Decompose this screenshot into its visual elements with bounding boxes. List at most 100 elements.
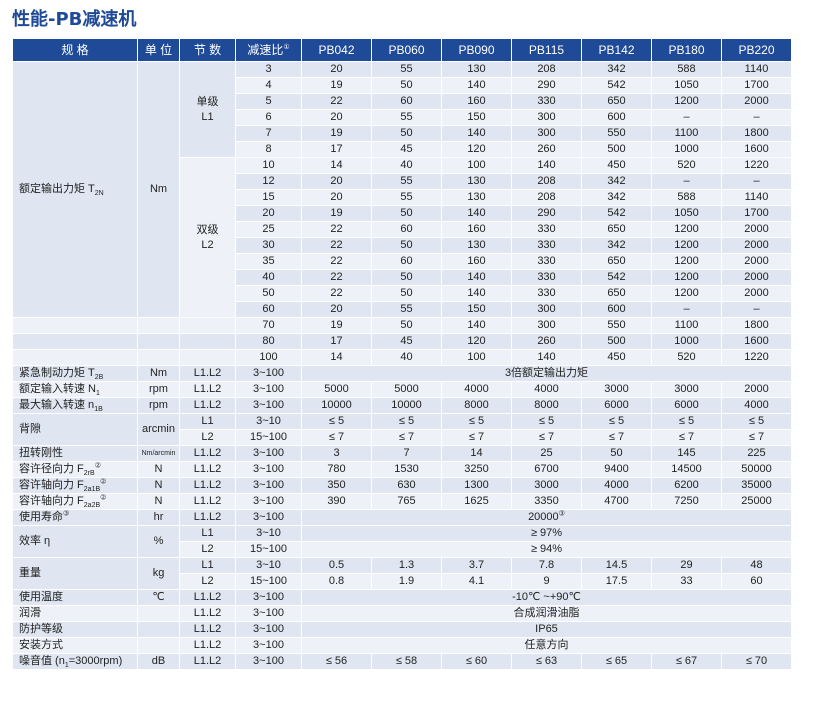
value-cell: 14 <box>441 445 512 462</box>
ratio-cell: 3~100 <box>235 621 302 638</box>
value-cell: 50 <box>371 77 442 94</box>
value-cell: 120 <box>441 141 512 158</box>
stage-cell: L2 <box>179 541 236 558</box>
value-cell: 14 <box>301 157 372 174</box>
header-model: PB115 <box>511 38 582 62</box>
merged-value-cell: ≥ 94% <box>301 541 792 558</box>
value-cell: 1.9 <box>371 573 442 590</box>
merged-value-text: 20000 <box>528 511 559 523</box>
table-row: 效率 η% L1 3~10 ≥ 97% <box>12 525 792 558</box>
unit-cell: N <box>137 493 180 510</box>
value-cell: 4700 <box>581 493 652 510</box>
merged-value-cell: ≥ 97% <box>301 525 792 542</box>
value-cell: 1140 <box>721 189 792 206</box>
value-cell: 1200 <box>651 221 722 238</box>
value-cell: 350 <box>301 477 372 494</box>
value-cell: 1200 <box>651 285 722 302</box>
value-cell: 342 <box>581 61 652 78</box>
value-cell: 7.8 <box>511 557 582 574</box>
value-cell: – <box>721 109 792 126</box>
value-cell: 130 <box>441 237 512 254</box>
value-cell: 1625 <box>441 493 512 510</box>
row-label-text: 紧急制动力矩 T <box>19 367 95 379</box>
row-label-text: 最大输入转速 n <box>19 399 95 411</box>
row-label: 背隙 <box>12 413 138 446</box>
unit-cell <box>137 621 180 638</box>
value-cell: 20 <box>301 301 372 318</box>
merged-value-cell: 3倍额定输出力矩 <box>301 365 792 382</box>
stage-cell: L1.L2 <box>179 637 236 654</box>
stage-l1-code: L1 <box>201 110 214 123</box>
value-cell: 1100 <box>651 125 722 142</box>
value-cell: 140 <box>441 205 512 222</box>
value-cell: 5000 <box>371 381 442 398</box>
value-cell: – <box>651 301 722 318</box>
value-cell: 780 <box>301 461 372 478</box>
value-cell: 22 <box>301 269 372 286</box>
row-label-text: 防护等级 <box>19 623 63 635</box>
unit-cell: N <box>137 461 180 478</box>
value-cell: 160 <box>441 93 512 110</box>
row-label-text: 容许径向力 F <box>19 463 84 475</box>
value-cell: 588 <box>651 61 722 78</box>
value-cell: 330 <box>511 285 582 302</box>
table-row: 80 17 45 120 260 500 1000 1600 <box>12 333 792 350</box>
value-cell: 4.1 <box>441 573 512 590</box>
stage-cell: L1.L2 <box>179 493 236 510</box>
value-cell: 1050 <box>651 205 722 222</box>
ratio-cell: 15~100 <box>235 541 302 558</box>
value-cell: ≤ 60 <box>441 653 512 670</box>
ratio-cell: 12 <box>235 173 302 190</box>
stage-l2-label: 双级 <box>196 223 219 236</box>
label-cell <box>12 333 138 350</box>
row-label-sub: 2a1B <box>83 486 101 494</box>
row-label-note: ② <box>94 462 101 470</box>
stage-cell: L2 <box>179 429 236 446</box>
value-cell: ≤ 56 <box>301 653 372 670</box>
value-cell: 40 <box>371 349 442 366</box>
row-label-text: 安装方式 <box>19 639 63 651</box>
header-unit: 单 位 <box>137 38 180 62</box>
value-cell: – <box>721 301 792 318</box>
value-cell: 550 <box>581 125 652 142</box>
table-row: 安装方式 L1.L2 3~100 任意方向 <box>12 637 792 654</box>
ratio-cell: 3~10 <box>235 525 302 542</box>
value-cell: 500 <box>581 333 652 350</box>
row-label: 容许轴向力 F2a1B② <box>12 477 138 494</box>
value-cell: ≤ 7 <box>651 429 722 446</box>
value-cell: 8000 <box>511 397 582 414</box>
value-cell: 6700 <box>511 461 582 478</box>
value-cell: – <box>651 173 722 190</box>
value-cell: 1000 <box>651 141 722 158</box>
torque-label-text: 额定输出力矩 T <box>19 183 95 195</box>
table-row: 40 22 50 140 330 542 1200 2000 <box>13 269 792 286</box>
ratio-cell: 3~100 <box>235 397 302 414</box>
value-cell: 145 <box>651 445 722 462</box>
value-cell: 50 <box>371 237 442 254</box>
value-cell: ≤ 5 <box>371 413 442 430</box>
value-cell: 450 <box>581 157 652 174</box>
value-cell: 450 <box>581 349 652 366</box>
value-cell: 55 <box>371 109 442 126</box>
value-cell: 20 <box>301 61 372 78</box>
value-cell: 100 <box>441 349 512 366</box>
torque-label-sub: 2N <box>94 190 104 198</box>
value-cell: 4000 <box>441 381 512 398</box>
value-cell: ≤ 5 <box>651 413 722 430</box>
row-label: 噪音值 (n1=3000rpm) <box>12 653 138 670</box>
value-cell: ≤ 5 <box>721 413 792 430</box>
table-row: 额定输出力矩 T2N Nm 单级 L1 3 20 55 130 208 342 588 114… <box>12 61 792 318</box>
ratio-cell: 100 <box>235 349 302 366</box>
value-cell: ≤ 58 <box>371 653 442 670</box>
value-cell: 1220 <box>721 157 792 174</box>
value-cell: 22 <box>301 285 372 302</box>
value-cell: ≤ 5 <box>581 413 652 430</box>
ratio-cell: 3~100 <box>235 381 302 398</box>
value-cell: 25 <box>511 445 582 462</box>
row-label: 使用寿命③ <box>12 509 138 526</box>
value-cell: 17.5 <box>581 573 652 590</box>
value-cell: 290 <box>511 77 582 94</box>
value-cell: 3000 <box>581 381 652 398</box>
value-cell: 300 <box>511 109 582 126</box>
value-cell: 4000 <box>721 397 792 414</box>
